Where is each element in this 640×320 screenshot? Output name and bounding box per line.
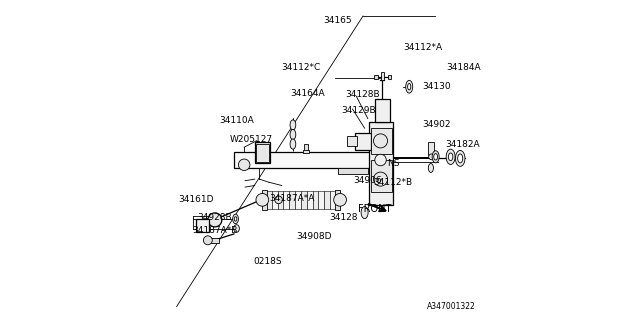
- Bar: [262, 190, 267, 210]
- Bar: [355, 133, 371, 150]
- Ellipse shape: [408, 84, 411, 90]
- Bar: [196, 219, 209, 232]
- Bar: [330, 191, 336, 209]
- Text: 34110A: 34110A: [220, 116, 254, 125]
- Text: W205127: W205127: [230, 135, 273, 144]
- Text: 34161D: 34161D: [178, 195, 214, 204]
- Bar: [388, 75, 392, 79]
- Ellipse shape: [432, 151, 439, 163]
- Ellipse shape: [429, 154, 435, 160]
- Text: 34906: 34906: [353, 176, 382, 185]
- Bar: [312, 191, 319, 209]
- Bar: [335, 190, 340, 210]
- Bar: [319, 191, 324, 209]
- Bar: [301, 191, 307, 209]
- Circle shape: [208, 213, 222, 227]
- Bar: [337, 168, 368, 174]
- Bar: [289, 191, 295, 209]
- Bar: [371, 160, 392, 192]
- Ellipse shape: [234, 225, 239, 232]
- Ellipse shape: [290, 129, 296, 140]
- Bar: [347, 136, 356, 146]
- Circle shape: [275, 196, 282, 204]
- Ellipse shape: [446, 149, 455, 164]
- Bar: [428, 142, 434, 155]
- Bar: [266, 191, 271, 209]
- Ellipse shape: [290, 139, 296, 149]
- Text: 34129B: 34129B: [342, 106, 376, 115]
- Bar: [255, 142, 270, 163]
- Bar: [304, 144, 308, 152]
- Ellipse shape: [456, 150, 465, 166]
- Ellipse shape: [233, 214, 239, 224]
- Text: 34112*A: 34112*A: [403, 43, 442, 52]
- Bar: [307, 191, 312, 209]
- Bar: [278, 191, 284, 209]
- Ellipse shape: [234, 217, 237, 221]
- Bar: [371, 128, 392, 154]
- Bar: [369, 122, 394, 204]
- Ellipse shape: [458, 154, 463, 163]
- Text: 34112*B: 34112*B: [374, 178, 413, 187]
- Bar: [295, 191, 301, 209]
- Text: 34187A*B: 34187A*B: [193, 226, 238, 235]
- Circle shape: [333, 194, 346, 206]
- Text: 34165: 34165: [323, 16, 352, 25]
- Text: 34187A*A: 34187A*A: [269, 194, 314, 203]
- Circle shape: [374, 134, 388, 148]
- Bar: [303, 150, 308, 153]
- Bar: [234, 152, 374, 168]
- Text: 34182A: 34182A: [445, 140, 480, 148]
- Text: 34164A: 34164A: [291, 89, 325, 98]
- Text: 34130: 34130: [422, 82, 451, 91]
- Bar: [209, 238, 219, 243]
- Circle shape: [375, 154, 387, 166]
- Text: 34902: 34902: [422, 120, 451, 130]
- Ellipse shape: [428, 164, 433, 172]
- Text: A347001322: A347001322: [427, 302, 476, 311]
- Ellipse shape: [449, 153, 453, 161]
- Text: 34928B: 34928B: [197, 213, 232, 222]
- Ellipse shape: [434, 154, 438, 160]
- Bar: [324, 191, 330, 209]
- Circle shape: [204, 236, 212, 245]
- Bar: [375, 100, 390, 122]
- Bar: [271, 191, 278, 209]
- Bar: [374, 75, 378, 79]
- Ellipse shape: [406, 80, 413, 93]
- Text: FRONT: FRONT: [358, 204, 391, 214]
- Circle shape: [256, 194, 269, 206]
- Text: NS: NS: [387, 159, 399, 168]
- Text: 34112*C: 34112*C: [282, 63, 321, 72]
- Text: 34908D: 34908D: [296, 232, 332, 241]
- Bar: [381, 72, 384, 80]
- Text: 34128: 34128: [330, 213, 358, 222]
- Circle shape: [239, 159, 250, 171]
- Ellipse shape: [361, 206, 368, 219]
- Circle shape: [374, 172, 388, 186]
- Bar: [284, 191, 289, 209]
- Bar: [255, 144, 269, 162]
- Text: 34184A: 34184A: [446, 63, 481, 72]
- Text: 34128B: 34128B: [346, 90, 380, 99]
- Ellipse shape: [290, 120, 296, 130]
- Text: 0218S: 0218S: [253, 258, 282, 267]
